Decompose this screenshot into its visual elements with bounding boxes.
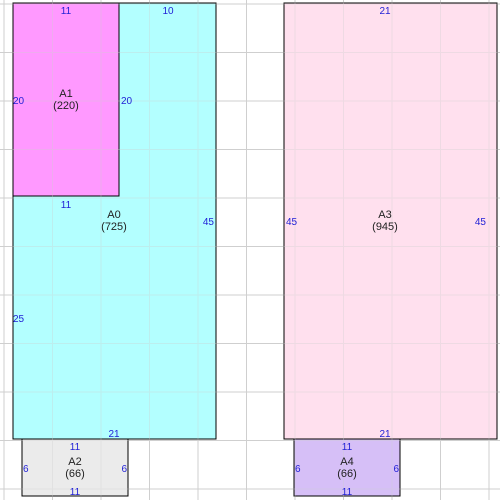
region-A2-name: A2 (68, 456, 81, 468)
region-A3-area: (945) (372, 221, 398, 233)
region-A2-bottom-dimension: 11 (70, 487, 81, 498)
region-A2-top-dimension: 11 (70, 442, 81, 453)
region-A3-left-dimension: 45 (286, 217, 298, 228)
region-A4-right-dimension: 6 (393, 464, 399, 475)
region-A4-name: A4 (340, 456, 353, 468)
region-A0-name: A0 (107, 209, 120, 221)
region-A1-area: (220) (53, 100, 79, 112)
region-A0-right-dimension: 45 (203, 217, 215, 228)
region-A3-bottom-dimension: 21 (379, 429, 391, 440)
region-A0-bottom-dimension: 21 (108, 429, 120, 440)
region-A4-bottom-dimension: 11 (342, 487, 353, 498)
region-A2-left-dimension: 6 (23, 464, 29, 475)
region-A4 (293, 438, 401, 497)
region-A1 (12, 2, 120, 197)
region-A3-top-dimension: 21 (379, 6, 391, 17)
region-A3-right-dimension: 45 (475, 217, 487, 228)
region-A0-top-dimension: 10 (162, 6, 174, 17)
region-A2 (21, 438, 129, 497)
region-A4-top-dimension: 11 (342, 442, 353, 453)
region-A4-left-dimension: 6 (295, 464, 301, 475)
region-A1-right-dimension: 20 (121, 96, 133, 107)
region-A2-area: (66) (65, 468, 85, 480)
region-A4-area: (66) (337, 468, 357, 480)
region-A1-top-dimension: 11 (61, 6, 72, 17)
region-A1-name: A1 (59, 88, 72, 100)
region-A1-bottom-dimension: 11 (61, 200, 72, 211)
region-A3-name: A3 (378, 209, 391, 221)
region-A1-left-dimension: 20 (13, 96, 25, 107)
region-A2-right-dimension: 6 (121, 464, 127, 475)
region-A0-area: (725) (101, 221, 127, 233)
region-A3 (283, 2, 498, 440)
region-A0-left-dimension: 25 (13, 314, 25, 325)
